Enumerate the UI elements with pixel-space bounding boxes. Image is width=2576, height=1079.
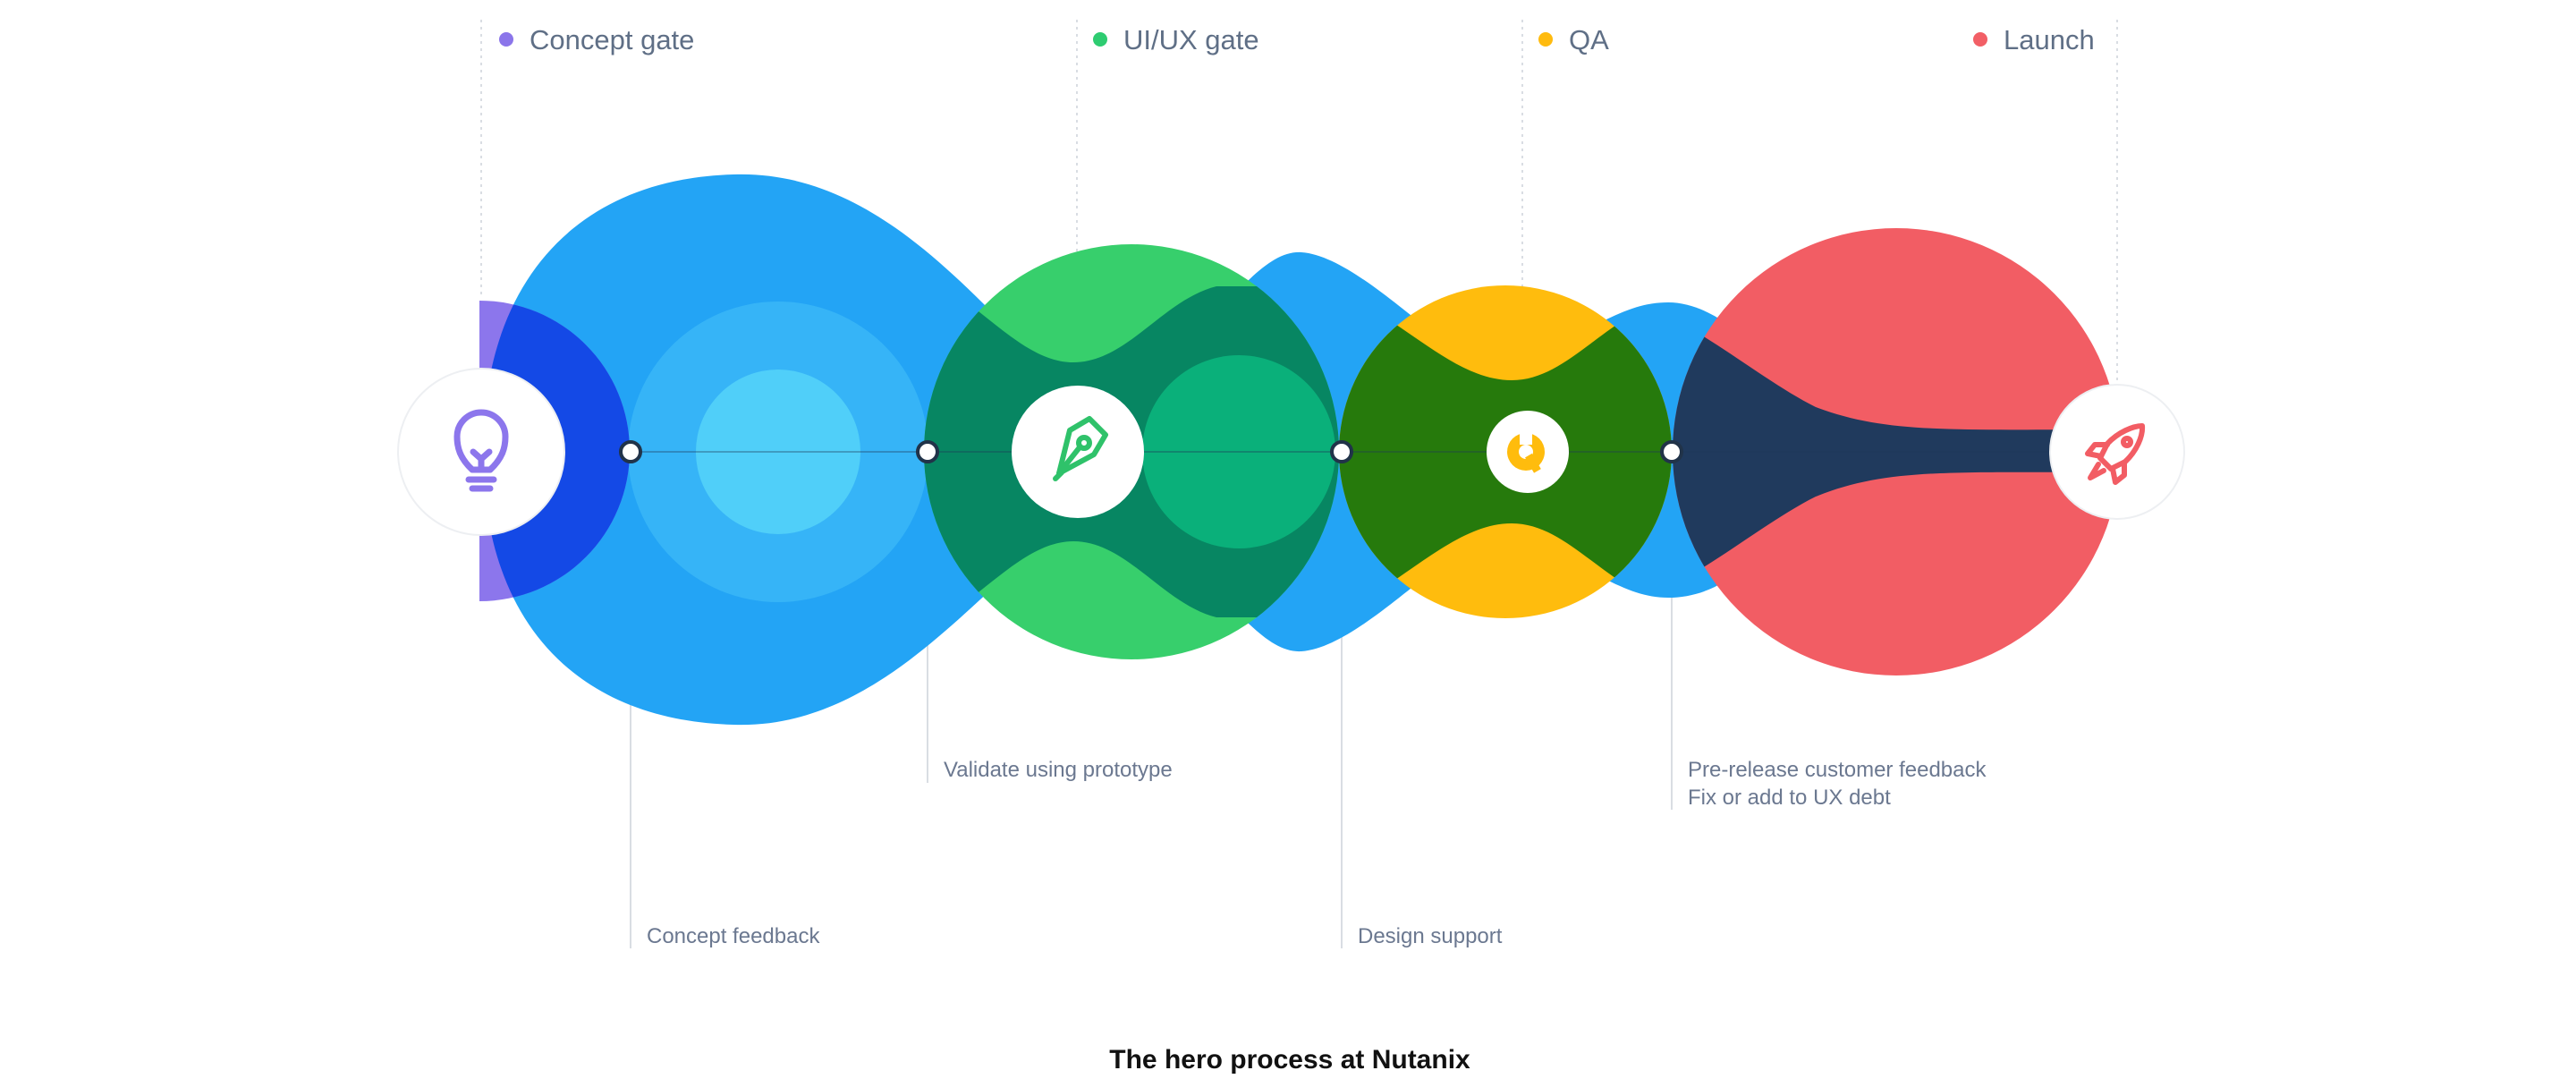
milestone-node[interactable] bbox=[1330, 440, 1353, 463]
lightbulb-icon bbox=[453, 409, 509, 492]
concept-ring-inner bbox=[696, 370, 860, 534]
gate-legend: Concept gate UI/UX gate QA Launch bbox=[499, 24, 2095, 55]
uiux-gate-badge[interactable] bbox=[1012, 386, 1144, 518]
gate-label-qa: QA bbox=[1569, 24, 1609, 55]
gate-dot-launch bbox=[1973, 32, 1987, 47]
annotation-design-support: Design support bbox=[1358, 924, 1503, 948]
gate-label-launch: Launch bbox=[2004, 24, 2095, 55]
milestone-node[interactable] bbox=[619, 440, 642, 463]
annotation-concept-feedback: Concept feedback bbox=[647, 924, 820, 948]
annotation-pre-release-feedback: Pre-release customer feedback bbox=[1688, 758, 1987, 782]
launch-gate-badge[interactable] bbox=[2049, 384, 2185, 520]
qa-gate-badge[interactable] bbox=[1487, 411, 1569, 493]
rocket-icon bbox=[2085, 423, 2146, 485]
gate-label-uiux: UI/UX gate bbox=[1123, 24, 1259, 55]
gate-label-concept: Concept gate bbox=[530, 24, 694, 55]
process-shapes bbox=[479, 174, 2120, 726]
wrench-icon bbox=[1507, 431, 1545, 473]
concept-gate-badge[interactable] bbox=[397, 368, 565, 536]
annotation-validate-prototype: Validate using prototype bbox=[944, 758, 1173, 782]
uiux-inner-circle bbox=[1142, 355, 1335, 548]
annotation-ux-debt: Fix or add to UX debt bbox=[1688, 786, 1891, 810]
annotations: Concept feedback Validate using prototyp… bbox=[647, 758, 1987, 948]
gate-dot-qa bbox=[1538, 32, 1553, 47]
milestone-node[interactable] bbox=[916, 440, 939, 463]
pen-nib-icon bbox=[1053, 416, 1108, 481]
diagram-caption: The hero process at Nutanix bbox=[1109, 1045, 1470, 1075]
gate-dot-concept bbox=[499, 32, 513, 47]
launch-overlap-shape bbox=[1673, 295, 2120, 608]
milestone-node[interactable] bbox=[1660, 440, 1683, 463]
gate-dot-uiux bbox=[1093, 32, 1107, 47]
milestone-nodes bbox=[619, 440, 1683, 463]
